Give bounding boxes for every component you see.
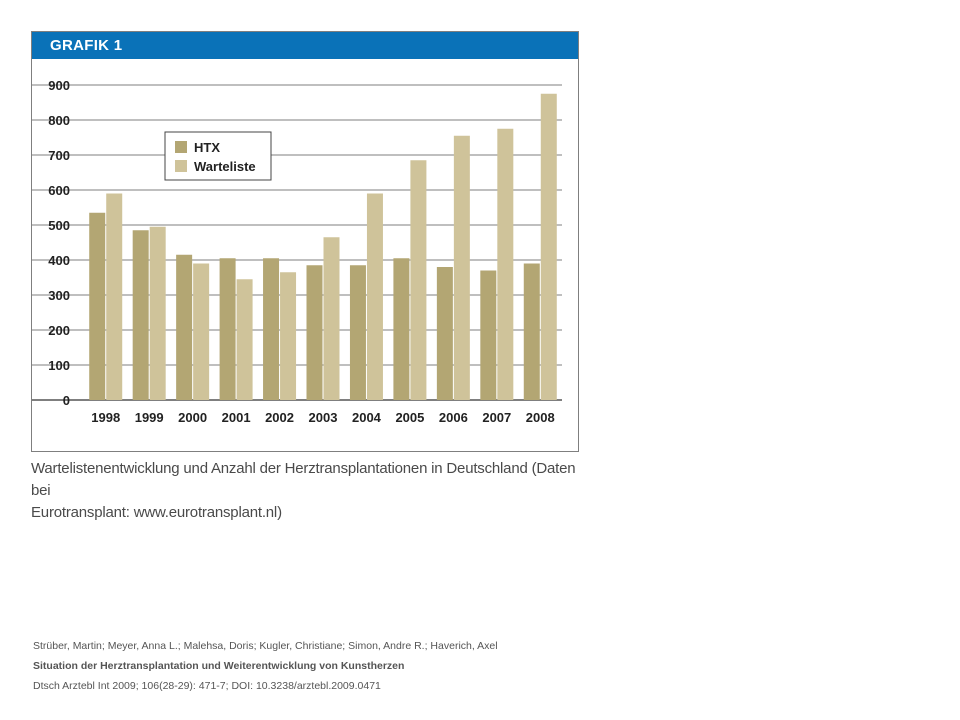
figure-header-label: GRAFIK 1 <box>50 37 123 54</box>
bar-htx-2003 <box>306 265 323 400</box>
bar-warteliste-2004 <box>366 193 383 400</box>
bar-warteliste-2008 <box>540 93 557 400</box>
legend-label-htx: HTX <box>194 140 220 155</box>
bar-chart: 0 100 200 300 400 500 600 700 800 900 1998 1999 2000… <box>32 78 562 425</box>
bar-warteliste-2001 <box>236 279 253 400</box>
y-tick-label: 400 <box>48 253 70 268</box>
figure-frame: GRAFIK 1 0 100 200 300 400 500 600 700 800 900 199… <box>31 31 579 452</box>
x-tick-label: 2002 <box>265 410 294 425</box>
y-tick-label: 100 <box>48 358 70 373</box>
x-tick-label: 1999 <box>135 410 164 425</box>
bar-htx-2002 <box>263 258 280 400</box>
x-tick-label: 2005 <box>395 410 424 425</box>
bar-htx-2006 <box>436 267 453 400</box>
x-tick-label: 2008 <box>526 410 555 425</box>
bar-warteliste-2000 <box>193 263 210 400</box>
bar-htx-2004 <box>349 265 366 400</box>
bar-warteliste-1999 <box>149 226 166 400</box>
caption-line-2: Eurotransplant: www.eurotransplant.nl) <box>31 504 282 521</box>
legend-swatch-htx <box>175 141 187 153</box>
bar-warteliste-1998 <box>106 193 123 400</box>
x-tick-label: 2003 <box>309 410 338 425</box>
citation-title: Situation der Herztransplantation und We… <box>33 660 405 672</box>
y-tick-label: 700 <box>48 148 70 163</box>
caption-line-1: Wartelistenentwicklung und Anzahl der He… <box>31 460 576 499</box>
y-tick-label: 300 <box>48 288 70 303</box>
bar-warteliste-2007 <box>497 128 514 400</box>
y-tick-label: 200 <box>48 323 70 338</box>
bar-warteliste-2006 <box>453 135 470 400</box>
bar-warteliste-2003 <box>323 237 340 400</box>
legend-swatch-warteliste <box>175 160 187 172</box>
y-tick-label: 800 <box>48 113 70 128</box>
figure-caption: Wartelistenentwicklung und Anzahl der He… <box>31 458 591 524</box>
bar-htx-1999 <box>132 230 149 400</box>
x-tick-label: 2000 <box>178 410 207 425</box>
bar-htx-2007 <box>480 270 497 400</box>
bar-htx-2000 <box>176 254 193 400</box>
x-tick-label: 2001 <box>222 410 251 425</box>
y-tick-label: 0 <box>63 393 70 408</box>
y-tick-label: 900 <box>48 78 70 93</box>
bar-warteliste-2005 <box>410 160 427 400</box>
x-tick-label: 1998 <box>91 410 120 425</box>
figure-header: GRAFIK 1 <box>32 32 578 59</box>
bar-htx-2008 <box>523 263 540 400</box>
citation-authors: Strüber, Martin; Meyer, Anna L.; Malehsa… <box>33 640 498 652</box>
legend-label-warteliste: Warteliste <box>194 159 256 174</box>
citation-source: Dtsch Arztebl Int 2009; 106(28-29): 471-… <box>33 680 381 692</box>
citation: Strüber, Martin; Meyer, Anna L.; Malehsa… <box>33 636 633 696</box>
x-tick-label: 2007 <box>482 410 511 425</box>
bar-htx-2005 <box>393 258 410 400</box>
bar-htx-1998 <box>89 212 106 400</box>
bar-htx-2001 <box>219 258 236 400</box>
x-tick-label: 2006 <box>439 410 468 425</box>
x-tick-label: 2004 <box>352 410 382 425</box>
y-tick-label: 600 <box>48 183 70 198</box>
y-tick-label: 500 <box>48 218 70 233</box>
bar-warteliste-2002 <box>280 272 297 400</box>
